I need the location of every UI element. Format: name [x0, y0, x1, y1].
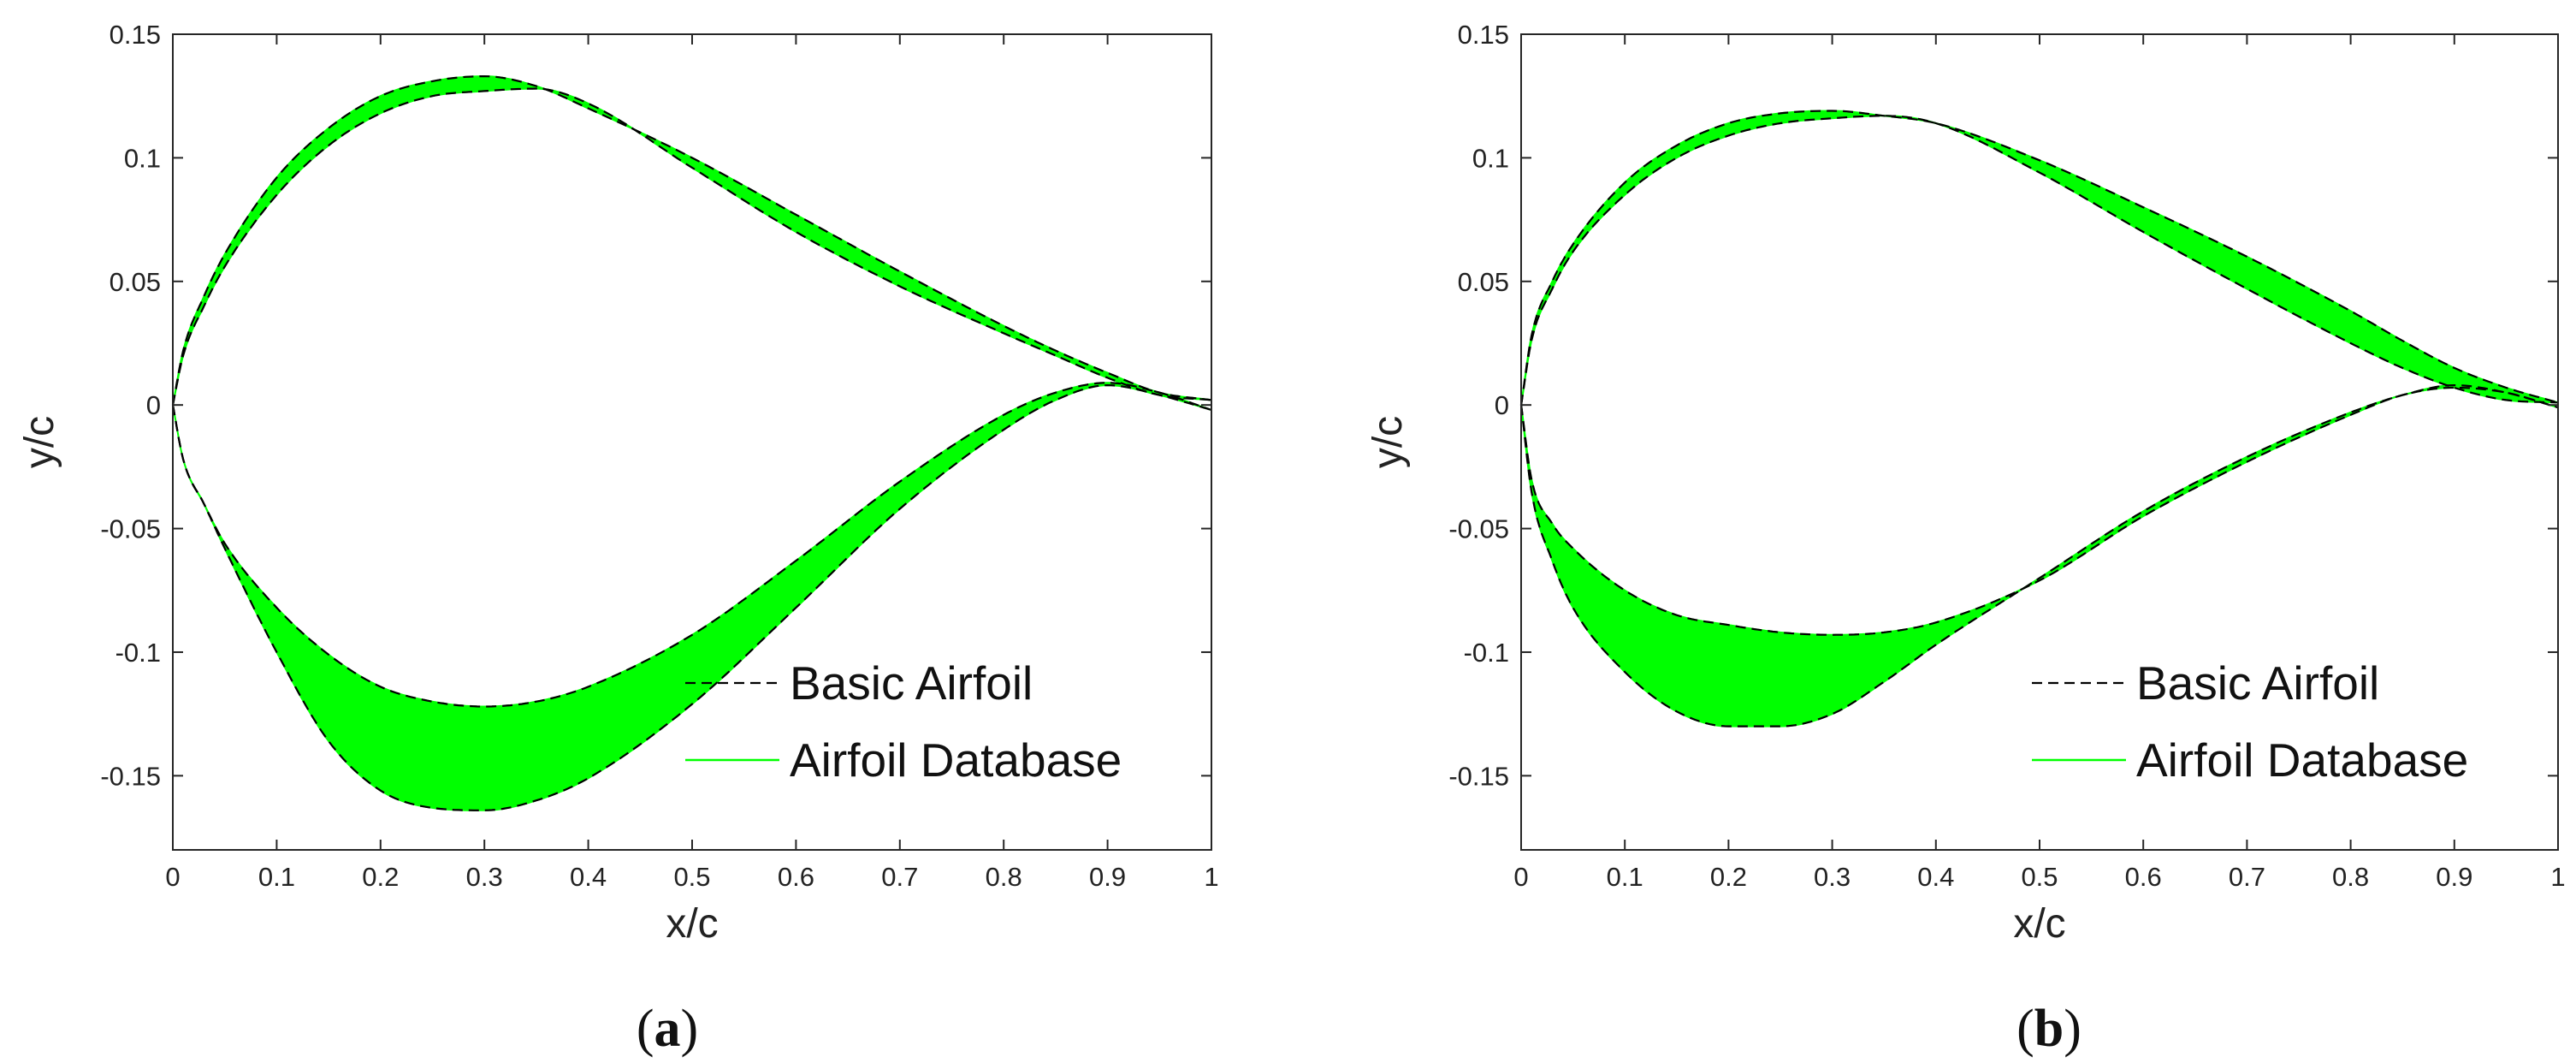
x-tick-label: 0.1	[258, 862, 295, 892]
x-tick-label: 0.1	[1607, 862, 1643, 892]
x-tick-label: 0.4	[1917, 862, 1954, 892]
x-tick-label: 0.9	[1089, 862, 1126, 892]
x-tick-label: 0.3	[466, 862, 503, 892]
legend-label-basic-airfoil: Basic Airfoil	[2136, 656, 2379, 710]
lower-outer-dashed-line	[1519, 384, 2559, 727]
panel-a: 0 0.1 0.2 0.3 0.4 0.5 0.6 0.7 0.8 0.9 1 -0.15 -0.1 -0…	[17, 20, 1219, 1058]
y-tick-label: 0.1	[1472, 143, 1509, 173]
x-tick-label: 1	[1204, 862, 1218, 892]
y-tick-label: -0.1	[1464, 638, 1509, 668]
x-tick-label: 0.6	[2125, 862, 2162, 892]
x-tick-label: 0.7	[881, 862, 918, 892]
x-tick-label: 0.4	[570, 862, 607, 892]
legend: Basic Airfoil Airfoil Database	[685, 656, 1122, 787]
x-tick-label: 0	[1513, 862, 1528, 892]
y-tick-label: 0.05	[1458, 267, 1509, 297]
panel-letter: a	[654, 1000, 681, 1058]
x-tick-label: 0.6	[778, 862, 814, 892]
legend: Basic Airfoil Airfoil Database	[2032, 656, 2468, 787]
tick-group: 0 0.1 0.2 0.3 0.4 0.5 0.6 0.7 0.8 0.9 1 -0.15 -0.1 -0…	[1448, 20, 2565, 892]
upper-outer-dashed-line	[1519, 110, 2559, 406]
y-tick-label: 0	[1495, 390, 1509, 420]
legend-label-airfoil-database: Airfoil Database	[790, 733, 1122, 787]
y-tick-label: 0.05	[110, 267, 161, 297]
y-tick-label: 0.15	[1458, 20, 1509, 50]
panel-b: 0 0.1 0.2 0.3 0.4 0.5 0.6 0.7 0.8 0.9 1 -0.15 -0.1 -0…	[1365, 20, 2566, 1058]
x-tick-label: 0.2	[1710, 862, 1747, 892]
panel-label: (a)	[637, 1000, 698, 1058]
y-tick-label: -0.05	[1448, 514, 1509, 544]
x-tick-label: 0.3	[1814, 862, 1851, 892]
tick-group: 0 0.1 0.2 0.3 0.4 0.5 0.6 0.7 0.8 0.9 1 -0.15 -0.1 -0…	[100, 20, 1218, 892]
y-tick-label: 0.1	[124, 143, 161, 173]
legend-label-airfoil-database: Airfoil Database	[2136, 733, 2468, 787]
panel-label: (b)	[2016, 1000, 2082, 1058]
x-axis-label: x/c	[2013, 901, 2065, 947]
x-tick-label: 0.2	[362, 862, 399, 892]
x-tick-label: 0.5	[2021, 862, 2058, 892]
y-tick-label: -0.05	[100, 514, 161, 544]
y-tick-label: 0	[146, 390, 161, 420]
x-axis-label: x/c	[666, 901, 718, 947]
upper-outer-dashed-line	[171, 75, 1212, 406]
x-tick-label: 1	[2550, 862, 2565, 892]
x-tick-label: 0.5	[673, 862, 710, 892]
x-tick-label: 0.8	[986, 862, 1022, 892]
x-tick-label: 0.8	[2332, 862, 2369, 892]
x-tick-label: 0.7	[2229, 862, 2265, 892]
panel-letter: b	[2034, 1000, 2064, 1058]
x-tick-label: 0.9	[2436, 862, 2472, 892]
y-tick-label: 0.15	[110, 20, 161, 50]
y-tick-label: -0.15	[100, 761, 161, 791]
x-tick-label: 0	[165, 862, 180, 892]
upper-inner-dashed-line	[171, 87, 1212, 406]
y-axis-label: y/c	[1365, 416, 1411, 468]
y-tick-label: -0.15	[1448, 761, 1509, 791]
y-tick-label: -0.1	[115, 638, 161, 668]
lower-outer-dashed-line	[171, 383, 1212, 811]
y-axis-label: y/c	[17, 416, 62, 468]
upper-inner-dashed-line	[1519, 115, 2559, 406]
lower-inner-dashed-line	[171, 382, 1212, 708]
legend-label-basic-airfoil: Basic Airfoil	[790, 656, 1033, 710]
